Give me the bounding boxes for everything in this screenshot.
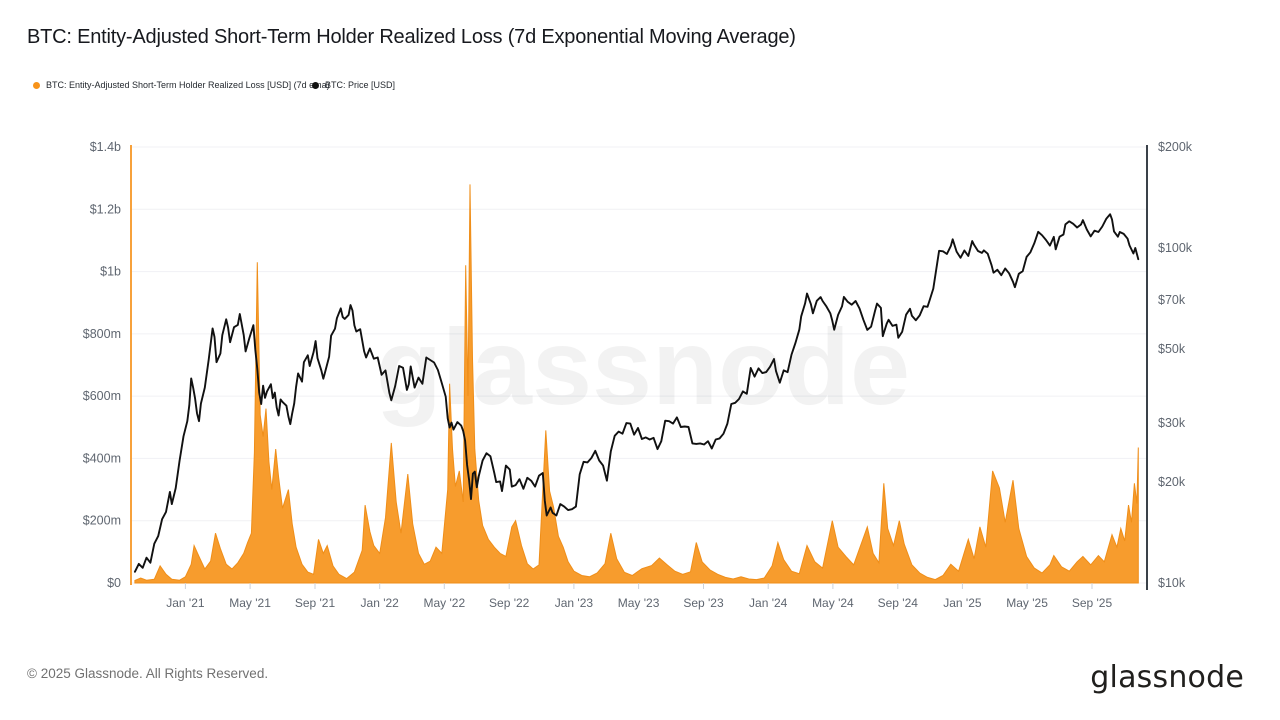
glassnode-watermark: glassnode (376, 306, 910, 427)
x-tick-label: May '23 (618, 596, 660, 610)
glassnode-logo[interactable]: glassnode (1090, 660, 1244, 695)
x-tick-label: Jan '24 (749, 596, 788, 610)
x-tick-label: Sep '22 (489, 596, 530, 610)
left-axis-label: $800m (83, 327, 121, 341)
left-axis-label: $0 (107, 576, 121, 590)
legend-label-realized-loss: BTC: Entity-Adjusted Short-Term Holder R… (46, 80, 330, 90)
x-tick-label: May '25 (1006, 596, 1048, 610)
chart-title: BTC: Entity-Adjusted Short-Term Holder R… (27, 26, 796, 48)
left-axis-label: $1.2b (90, 202, 121, 216)
legend-item-realized-loss[interactable]: BTC: Entity-Adjusted Short-Term Holder R… (33, 80, 330, 90)
legend-swatch-realized-loss-icon (33, 81, 40, 89)
price-line-series[interactable] (133, 213, 1140, 573)
left-axis-label: $1.4b (90, 140, 121, 154)
right-axis-label: $30k (1158, 416, 1186, 430)
legend-item-price[interactable]: BTC: Price [USD] (312, 80, 395, 90)
left-axis-label: $1b (100, 265, 121, 279)
x-tick-label: Sep '24 (878, 596, 919, 610)
left-axis-label: $600m (83, 389, 121, 403)
copyright-text: © 2025 Glassnode. All Rights Reserved. (27, 666, 269, 681)
right-axis-label: $100k (1158, 241, 1193, 255)
legend-label-price: BTC: Price [USD] (325, 80, 396, 90)
x-tick-label: Sep '23 (683, 596, 724, 610)
right-axis-label: $20k (1158, 475, 1186, 489)
right-axis-label: $70k (1158, 293, 1186, 307)
x-tick-label: Sep '21 (295, 596, 336, 610)
left-axis-label: $400m (83, 451, 121, 465)
x-tick-label: May '24 (812, 596, 854, 610)
legend-swatch-price-icon (312, 81, 319, 89)
x-tick-label: Jan '23 (555, 596, 594, 610)
x-tick-label: May '22 (423, 596, 465, 610)
right-axis-label: $50k (1158, 342, 1186, 356)
legend: BTC: Entity-Adjusted Short-Term Holder R… (0, 80, 1280, 94)
left-axis-label: $200m (83, 514, 121, 528)
x-tick-label: Jan '22 (361, 596, 400, 610)
right-axis-label: $10k (1158, 576, 1186, 590)
x-tick-label: Jan '21 (166, 596, 205, 610)
x-tick-label: May '21 (229, 596, 271, 610)
realized-loss-area-series[interactable] (134, 184, 1139, 584)
x-tick-label: Sep '25 (1072, 596, 1113, 610)
x-tick-label: Jan '25 (943, 596, 982, 610)
right-axis-label: $200k (1158, 140, 1193, 154)
